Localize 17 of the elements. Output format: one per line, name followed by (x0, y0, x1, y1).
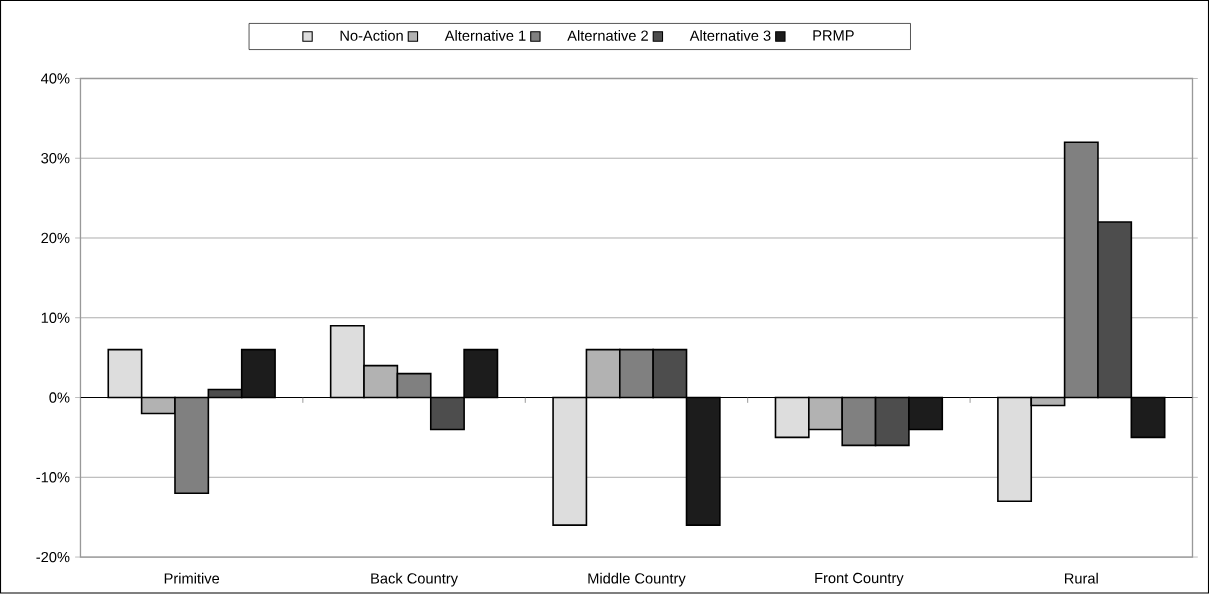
legend-label: Alternative 1 (444, 30, 526, 42)
y-tick-label: -20% (36, 552, 70, 563)
y-tick-label: -10% (36, 472, 70, 483)
x-tick-label: Front Country (815, 573, 904, 587)
x-tick-label: Primitive (164, 573, 220, 584)
x-tick-label: Middle Country (588, 573, 686, 587)
y-tick-label: 10% (41, 312, 70, 324)
legend-label: Alternative 3 (689, 30, 771, 42)
y-tick-label: 0% (49, 392, 70, 403)
legend-label: No-Action (340, 30, 403, 42)
legend-label: PRMP (813, 30, 854, 41)
legend-label: Alternative 2 (567, 30, 648, 42)
x-tick-label: Back Country (371, 573, 458, 587)
y-tick-label: 20% (41, 233, 70, 244)
y-tick-label: 40% (40, 73, 70, 84)
y-tick-label: 30% (41, 153, 70, 164)
x-tick-label: Rural (1064, 573, 1098, 584)
